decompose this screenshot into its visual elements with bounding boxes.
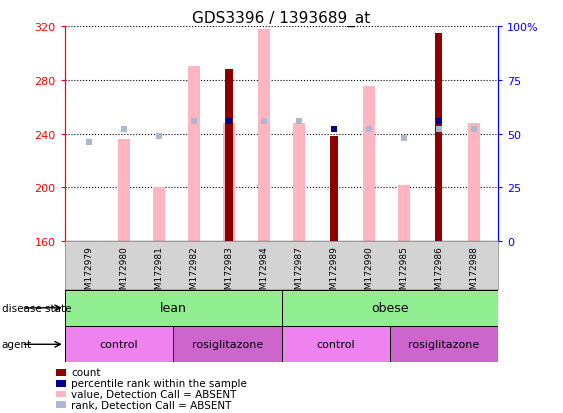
Text: GSM172988: GSM172988 bbox=[470, 245, 479, 300]
Text: rosiglitazone: rosiglitazone bbox=[191, 339, 263, 349]
Text: value, Detection Call = ABSENT: value, Detection Call = ABSENT bbox=[71, 389, 236, 399]
Text: GSM172990: GSM172990 bbox=[364, 245, 373, 300]
Bar bbox=[282, 326, 390, 363]
Bar bbox=[223, 123, 235, 242]
Text: count: count bbox=[71, 368, 100, 377]
Bar bbox=[258, 29, 270, 242]
Text: rank, Detection Call = ABSENT: rank, Detection Call = ABSENT bbox=[71, 400, 231, 410]
Text: GSM172983: GSM172983 bbox=[225, 245, 234, 300]
Bar bbox=[188, 67, 200, 242]
Bar bbox=[363, 87, 375, 242]
Bar bbox=[65, 290, 282, 326]
Text: GSM172979: GSM172979 bbox=[84, 245, 93, 300]
Bar bbox=[293, 123, 305, 242]
Bar bbox=[435, 33, 443, 242]
Text: GSM172982: GSM172982 bbox=[190, 245, 199, 300]
Text: rosiglitazone: rosiglitazone bbox=[408, 339, 480, 349]
Text: GSM172989: GSM172989 bbox=[329, 245, 338, 300]
Text: GSM172980: GSM172980 bbox=[120, 245, 129, 300]
Bar bbox=[65, 326, 173, 363]
Bar bbox=[173, 326, 282, 363]
Text: agent: agent bbox=[2, 339, 32, 349]
Bar bbox=[225, 70, 233, 242]
Text: GSM172986: GSM172986 bbox=[434, 245, 443, 300]
Bar bbox=[330, 137, 338, 242]
Text: lean: lean bbox=[160, 301, 186, 315]
Text: control: control bbox=[316, 339, 355, 349]
Text: GDS3396 / 1393689_at: GDS3396 / 1393689_at bbox=[193, 10, 370, 26]
Bar bbox=[153, 188, 166, 242]
Text: GSM172985: GSM172985 bbox=[399, 245, 408, 300]
Bar bbox=[468, 123, 480, 242]
Bar bbox=[390, 326, 498, 363]
Text: disease state: disease state bbox=[2, 303, 71, 313]
Bar bbox=[282, 290, 498, 326]
Bar bbox=[118, 140, 130, 242]
Text: obese: obese bbox=[371, 301, 409, 315]
Bar bbox=[397, 185, 410, 242]
Text: GSM172987: GSM172987 bbox=[294, 245, 303, 300]
Text: GSM172984: GSM172984 bbox=[260, 245, 269, 300]
Text: GSM172981: GSM172981 bbox=[155, 245, 164, 300]
Text: control: control bbox=[100, 339, 138, 349]
Text: percentile rank within the sample: percentile rank within the sample bbox=[71, 378, 247, 388]
